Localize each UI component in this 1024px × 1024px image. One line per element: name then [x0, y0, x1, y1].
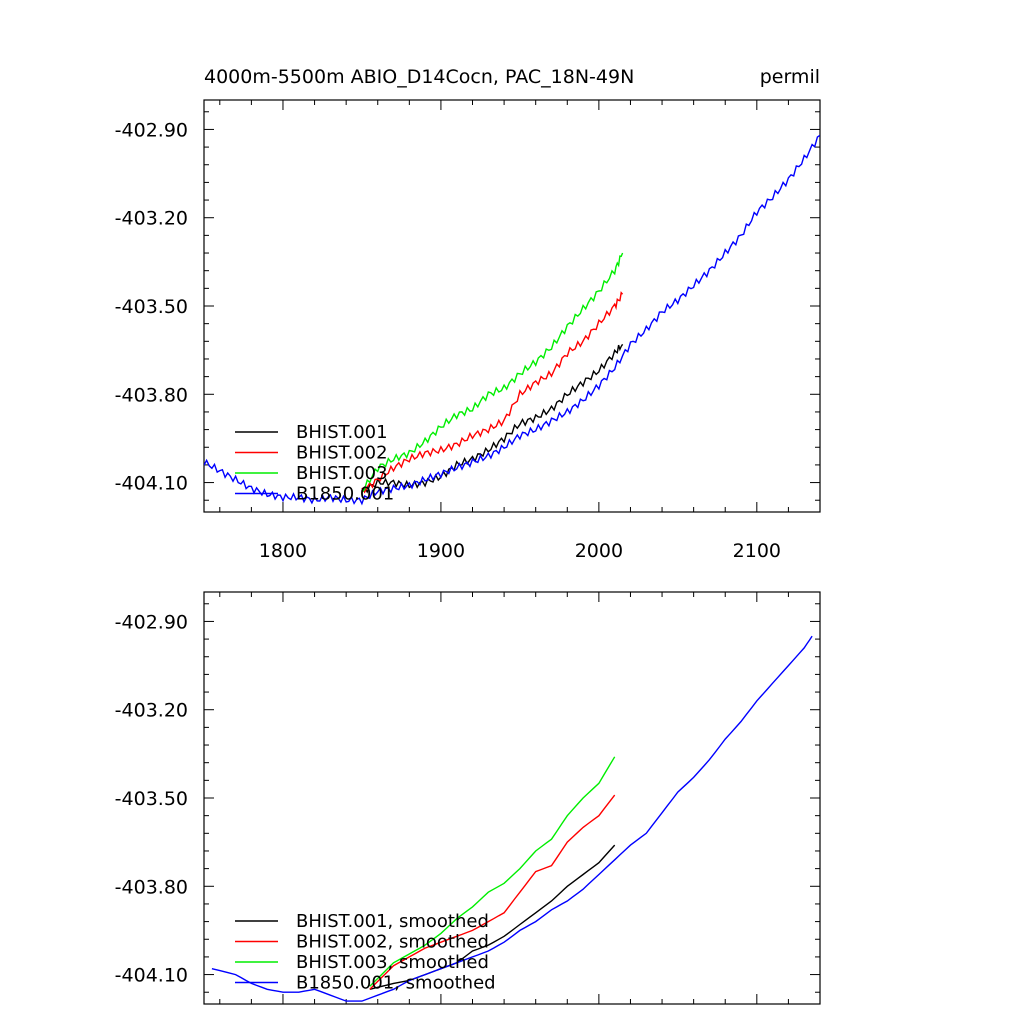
y-tick-label: -404.10	[115, 965, 188, 987]
legend-label: BHIST.003	[296, 463, 388, 484]
series-line-bhist-002	[361, 291, 624, 494]
y-tick-label: -403.80	[115, 384, 188, 406]
chart-panel-2: -402.90 -403.20 -403.50 -403.80 -404.10 BHIST…	[115, 591, 821, 1005]
y-tick-label: -403.50	[115, 788, 188, 810]
legend-label: B1850.001, smoothed	[296, 973, 496, 994]
y-tick-label: -402.90	[115, 611, 188, 633]
x-tick-label: 1800	[259, 540, 307, 562]
legend-label: BHIST.003, smoothed	[296, 952, 489, 973]
units-label: permil	[760, 66, 820, 88]
y-tick-label: -403.20	[115, 208, 188, 230]
legend-label: BHIST.002, smoothed	[296, 932, 489, 953]
chart-title: 4000m-5500m ABIO_D14Cocn, PAC_18N-49N	[204, 66, 634, 88]
y-tick-label: -403.50	[115, 296, 188, 318]
x-tick-label: 1900	[417, 540, 465, 562]
series-line-b1850-001	[211, 635, 813, 1002]
series-line-b1850-001	[204, 134, 820, 506]
legend-label: BHIST.002	[296, 443, 388, 464]
x-tick-label: 2000	[575, 540, 623, 562]
y-tick-label: -402.90	[115, 119, 188, 141]
x-tick-label: 2100	[733, 540, 781, 562]
series-line-bhist-002	[369, 794, 616, 990]
legend-label: BHIST.001, smoothed	[296, 911, 489, 932]
chart-panel-1: -402.90 -403.20 -403.50 -403.80 -404.10 1800 1…	[115, 66, 821, 562]
legend-label: BHIST.001	[296, 422, 388, 443]
legend-label: B1850.001	[296, 484, 394, 505]
y-tick-label: -403.80	[115, 876, 188, 898]
y-tick-label: -404.10	[115, 473, 188, 495]
series-line-bhist-003	[369, 756, 616, 987]
series-line-bhist-001	[361, 343, 624, 494]
y-tick-label: -403.20	[115, 700, 188, 722]
series-line-bhist-003	[361, 252, 624, 493]
